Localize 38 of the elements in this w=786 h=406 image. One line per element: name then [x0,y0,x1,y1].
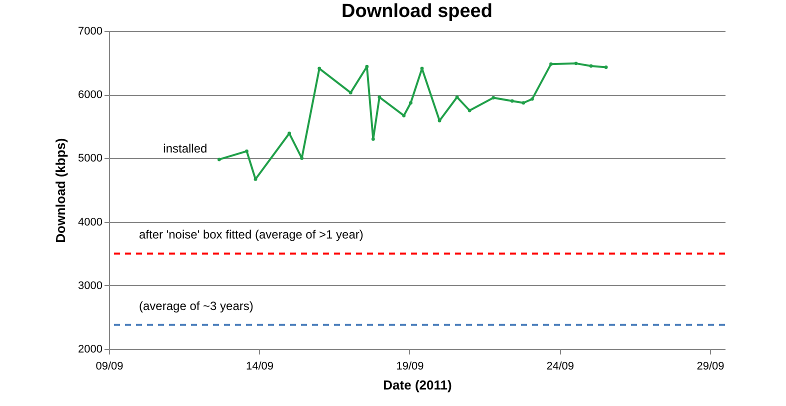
y-tick-label: 4000 [78,216,102,228]
point [549,62,553,66]
point [604,66,608,69]
point [217,158,221,162]
point [402,114,406,118]
y-axis-title: Download (kbps) [53,138,68,243]
y-tick-label: 6000 [78,89,102,102]
x-tick-label: 19/09 [396,360,424,372]
point [300,156,304,160]
annotation: installed [163,141,208,156]
chart-title: Download speed [342,1,492,22]
point [530,97,534,101]
point [420,66,424,70]
point [510,99,514,103]
y-tick-label: 7000 [78,26,102,38]
x-tick-label: 24/09 [546,360,574,372]
point [409,101,412,105]
x-tick-label: 29/09 [696,360,724,372]
point [455,95,459,99]
y-tick-label: 3000 [78,280,102,292]
point [378,95,382,99]
point [492,96,496,100]
ref-line-label: after 'noise' box fitted (average of >1 year) [139,228,364,242]
point [365,64,369,68]
point [244,149,248,153]
ref-line-label: (average of ~3 years) [139,298,254,313]
point [589,64,593,68]
x-tick-label: 14/09 [246,360,274,372]
point [522,101,526,105]
point [348,90,352,94]
point [468,108,472,112]
point [371,137,375,141]
x-axis-title: Date (2011) [383,378,452,392]
y-tick-label: 5000 [78,152,102,165]
point [574,62,578,66]
point [318,66,322,70]
y-tick-label: 2000 [78,344,102,356]
x-tick-label: 09/09 [96,360,124,372]
